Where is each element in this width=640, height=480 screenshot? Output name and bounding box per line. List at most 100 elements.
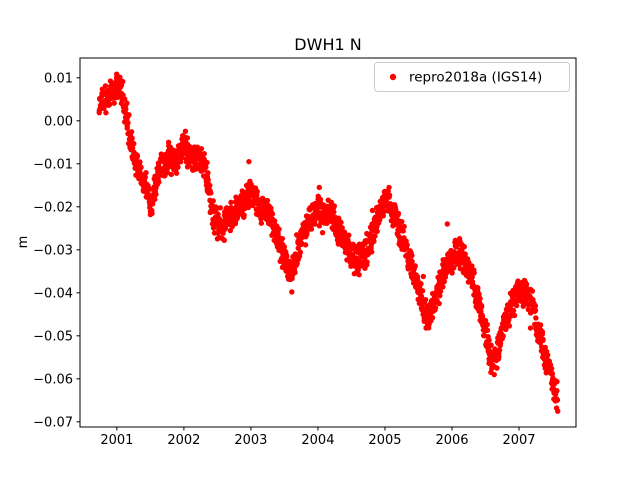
scatter-point [284,254,290,260]
x-tick-label: 2005 [368,433,401,448]
scatter-point [386,192,393,198]
scatter-point [317,196,324,203]
scatter-point [276,226,282,232]
scatter-point [134,152,141,159]
scatter-point [241,212,247,218]
scatter-point [149,201,156,207]
scatter-point [488,342,494,348]
scatter-point [404,242,410,248]
scatter-point [506,323,513,329]
scatter-point [511,312,518,319]
scatter-point [496,354,502,360]
scatter-point [484,327,491,334]
scatter-point [478,304,485,310]
scatter-point [500,333,506,339]
scatter-point [124,100,130,106]
scatter-point [275,230,281,237]
scatter-point [395,210,402,217]
scatter-point [111,100,117,106]
scatter-point [292,269,298,276]
scatter-point [156,179,162,185]
scatter-point [168,171,175,178]
scatter-point [369,249,375,255]
scatter-point [510,307,517,314]
scatter-point [173,170,180,176]
legend: repro2018a (IGS14) [374,62,570,92]
scatter-point [205,170,211,176]
scatter-point [418,293,425,300]
scatter-point [316,184,322,191]
scatter-point [207,182,213,189]
scatter-point [399,218,405,225]
scatter-point [271,218,278,224]
x-tick-label: 2003 [234,433,267,448]
legend-box [374,62,570,92]
scatter-point [471,270,477,276]
x-tick-label: 2001 [100,433,133,448]
scatter-point [297,249,304,255]
scatter-point [420,273,427,280]
scatter-point [457,265,464,272]
scatter-point [486,337,492,343]
scatter-point [441,278,447,285]
scatter-point [537,322,544,328]
scatter-point [527,325,534,331]
chart-title: DWH1 N [294,35,361,54]
scatter-point [553,405,560,411]
scatter-point [437,293,443,299]
scatter-point [339,225,345,231]
scatter-point [497,340,504,347]
scatter-point [264,197,271,204]
scatter-point [153,191,159,198]
scatter-point [147,211,154,218]
scatter-point [469,263,475,269]
scatter-point [369,207,376,214]
scatter-point [228,199,234,206]
scatter-point [245,204,252,211]
scatter-point [203,164,209,170]
scatter-point [109,87,115,93]
scatter-point [208,190,214,196]
scatter-point [409,258,415,265]
scatter-point [540,336,546,343]
scatter-point [137,159,143,165]
scatter-point [281,244,288,250]
scatter-point [123,106,129,112]
scatter-point [513,302,520,309]
scatter-point [221,237,227,244]
scatter-point [380,208,387,214]
legend-label: repro2018a (IGS14) [409,70,542,86]
scatter-point [142,174,148,180]
scatter-point [532,307,539,314]
scatter-point [121,96,128,102]
scatter-point [124,125,130,131]
scatter-point [131,141,137,147]
scatter-point [324,220,330,227]
scatter-point [400,228,406,234]
x-tick-label: 2006 [435,433,468,448]
scatter-point [523,281,530,287]
x-tick-label: 2004 [301,433,334,448]
x-tick-label: 2002 [167,433,200,448]
y-tick-label: −0.02 [33,200,73,215]
scatter-point [186,163,193,169]
scatter-point [175,164,181,170]
scatter-point [461,244,467,250]
y-tick-label: −0.06 [33,372,73,387]
scatter-point [548,365,555,372]
scatter-point [533,315,539,321]
scatter-point [246,158,252,165]
y-tick-label: −0.07 [33,415,73,430]
scatter-point [409,252,415,259]
scatter-point [128,129,135,135]
scatter-point [331,209,337,215]
scatter-point [364,259,370,265]
scatter-point [215,211,221,217]
scatter-point [269,211,276,217]
scatter-point [138,164,144,170]
scatter-point [346,232,352,238]
scatter-point [152,196,158,202]
scatter-point [475,285,481,291]
